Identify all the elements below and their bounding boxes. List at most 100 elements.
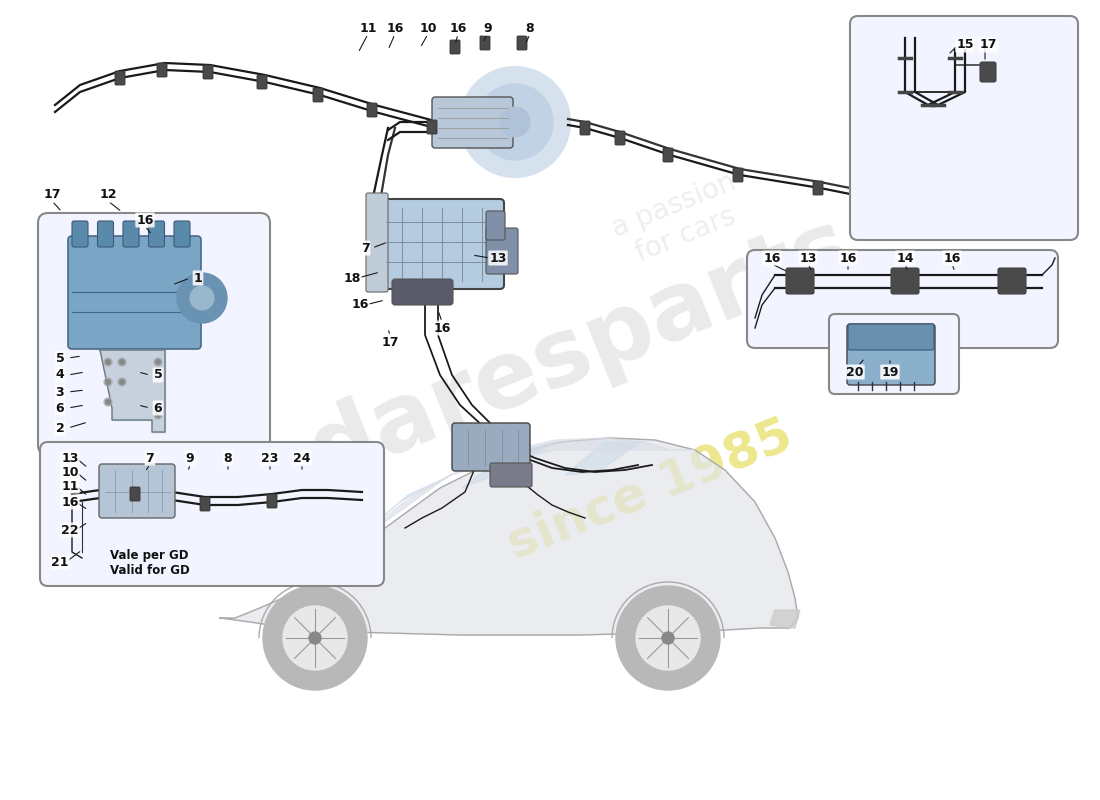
Circle shape bbox=[460, 67, 570, 177]
Text: daresparts: daresparts bbox=[295, 199, 865, 501]
FancyBboxPatch shape bbox=[747, 250, 1058, 348]
FancyBboxPatch shape bbox=[998, 268, 1026, 294]
Text: 6: 6 bbox=[154, 402, 163, 414]
FancyBboxPatch shape bbox=[267, 494, 277, 508]
FancyBboxPatch shape bbox=[891, 268, 918, 294]
Polygon shape bbox=[770, 610, 800, 628]
FancyBboxPatch shape bbox=[813, 181, 823, 195]
Text: 21: 21 bbox=[52, 555, 68, 569]
Text: 1: 1 bbox=[194, 271, 202, 285]
Text: 4: 4 bbox=[56, 369, 65, 382]
Text: 22: 22 bbox=[62, 523, 79, 537]
FancyBboxPatch shape bbox=[99, 464, 175, 518]
FancyBboxPatch shape bbox=[68, 236, 201, 349]
Text: 10: 10 bbox=[62, 466, 79, 478]
FancyBboxPatch shape bbox=[850, 16, 1078, 240]
FancyBboxPatch shape bbox=[123, 221, 139, 247]
FancyBboxPatch shape bbox=[40, 442, 384, 586]
FancyBboxPatch shape bbox=[848, 324, 934, 350]
Polygon shape bbox=[365, 475, 452, 532]
FancyBboxPatch shape bbox=[847, 324, 935, 385]
Text: 16: 16 bbox=[944, 251, 960, 265]
Circle shape bbox=[477, 84, 553, 160]
Polygon shape bbox=[336, 438, 695, 565]
FancyBboxPatch shape bbox=[490, 463, 532, 487]
FancyBboxPatch shape bbox=[427, 120, 437, 134]
FancyBboxPatch shape bbox=[174, 221, 190, 247]
FancyBboxPatch shape bbox=[200, 497, 210, 511]
FancyBboxPatch shape bbox=[829, 314, 959, 394]
Text: 18: 18 bbox=[343, 271, 361, 285]
FancyBboxPatch shape bbox=[314, 88, 323, 102]
Text: 16: 16 bbox=[62, 495, 79, 509]
Text: a passion
for cars: a passion for cars bbox=[607, 167, 752, 273]
Text: 9: 9 bbox=[186, 451, 195, 465]
Circle shape bbox=[106, 399, 110, 405]
Text: 13: 13 bbox=[62, 451, 79, 465]
Text: 8: 8 bbox=[223, 451, 232, 465]
FancyBboxPatch shape bbox=[486, 211, 505, 240]
Text: 16: 16 bbox=[433, 322, 451, 334]
Text: 14: 14 bbox=[896, 251, 914, 265]
Circle shape bbox=[177, 273, 227, 323]
Text: 11: 11 bbox=[360, 22, 376, 34]
Polygon shape bbox=[220, 438, 797, 635]
Text: 10: 10 bbox=[419, 22, 437, 34]
Text: 7: 7 bbox=[361, 242, 370, 254]
Text: 24: 24 bbox=[294, 451, 310, 465]
FancyBboxPatch shape bbox=[204, 65, 213, 79]
FancyBboxPatch shape bbox=[517, 36, 527, 50]
FancyBboxPatch shape bbox=[98, 221, 113, 247]
Text: 6: 6 bbox=[56, 402, 64, 414]
FancyBboxPatch shape bbox=[663, 148, 673, 162]
Text: 5: 5 bbox=[56, 351, 65, 365]
Circle shape bbox=[106, 359, 110, 365]
FancyBboxPatch shape bbox=[72, 221, 88, 247]
Text: 16: 16 bbox=[839, 251, 857, 265]
Text: 16: 16 bbox=[136, 214, 154, 226]
FancyBboxPatch shape bbox=[786, 268, 814, 294]
Text: 16: 16 bbox=[386, 22, 404, 34]
Text: 23: 23 bbox=[262, 451, 278, 465]
Text: Valid for GD: Valid for GD bbox=[110, 563, 189, 577]
Text: 15: 15 bbox=[956, 38, 974, 51]
FancyBboxPatch shape bbox=[486, 228, 518, 274]
FancyBboxPatch shape bbox=[116, 71, 125, 85]
Text: 16: 16 bbox=[763, 251, 781, 265]
FancyBboxPatch shape bbox=[615, 131, 625, 145]
Text: 9: 9 bbox=[484, 22, 493, 34]
Text: 20: 20 bbox=[846, 366, 864, 378]
Circle shape bbox=[616, 586, 721, 690]
Circle shape bbox=[283, 606, 346, 670]
FancyBboxPatch shape bbox=[366, 193, 388, 292]
Circle shape bbox=[106, 379, 110, 385]
Text: 3: 3 bbox=[56, 386, 64, 398]
FancyBboxPatch shape bbox=[980, 62, 996, 82]
Circle shape bbox=[120, 379, 124, 385]
FancyBboxPatch shape bbox=[157, 63, 167, 77]
FancyBboxPatch shape bbox=[130, 487, 140, 501]
FancyBboxPatch shape bbox=[39, 213, 270, 455]
Circle shape bbox=[120, 359, 124, 365]
Circle shape bbox=[636, 606, 700, 670]
FancyBboxPatch shape bbox=[733, 168, 742, 182]
Text: 5: 5 bbox=[154, 369, 163, 382]
FancyBboxPatch shape bbox=[148, 221, 165, 247]
Text: 16: 16 bbox=[449, 22, 466, 34]
Circle shape bbox=[309, 632, 321, 644]
FancyBboxPatch shape bbox=[580, 121, 590, 135]
Circle shape bbox=[263, 586, 367, 690]
Text: 16: 16 bbox=[351, 298, 369, 311]
Polygon shape bbox=[462, 442, 556, 488]
Circle shape bbox=[155, 413, 161, 418]
Text: 19: 19 bbox=[881, 366, 899, 378]
Text: 17: 17 bbox=[382, 335, 398, 349]
Text: since 1985: since 1985 bbox=[500, 411, 800, 569]
Circle shape bbox=[190, 286, 214, 310]
Text: Vale per GD: Vale per GD bbox=[110, 550, 188, 562]
Text: 2: 2 bbox=[56, 422, 65, 434]
FancyBboxPatch shape bbox=[367, 103, 377, 117]
Text: 8: 8 bbox=[526, 22, 535, 34]
Circle shape bbox=[500, 107, 530, 137]
Text: 12: 12 bbox=[99, 189, 117, 202]
